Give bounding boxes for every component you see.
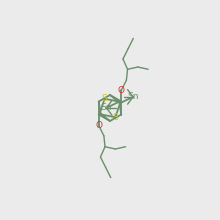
Text: Sn: Sn	[101, 103, 112, 112]
Text: Sn: Sn	[127, 92, 139, 101]
Text: S: S	[102, 94, 108, 103]
Text: O: O	[118, 86, 125, 95]
Text: S: S	[112, 113, 118, 122]
Text: O: O	[95, 121, 102, 130]
